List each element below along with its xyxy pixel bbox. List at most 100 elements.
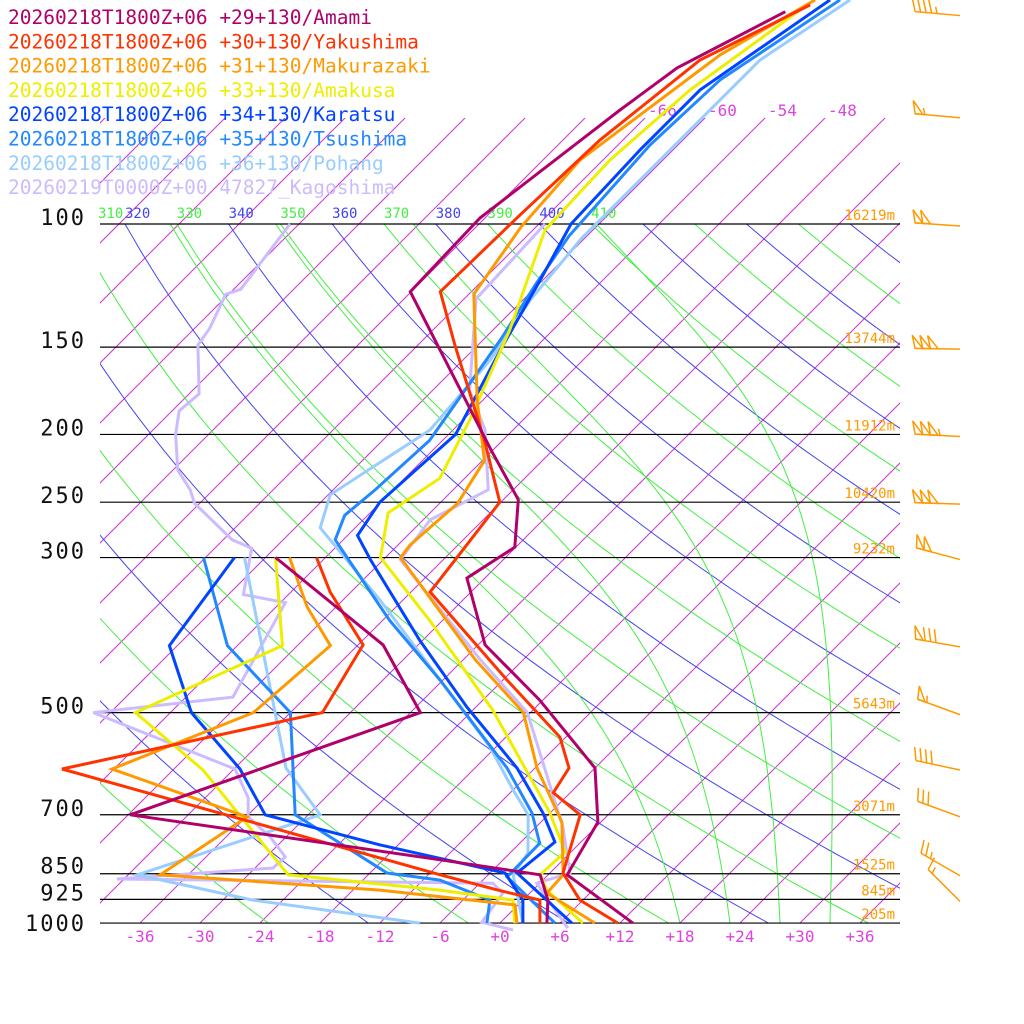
legend-entry-karatsu: 20260218T1800Z+06 +34+130/Karatsu <box>8 103 395 126</box>
temperature-line-pohang <box>318 0 851 924</box>
temperature-line-yakushima <box>428 3 811 925</box>
pressure-label: 500 <box>40 695 86 720</box>
theta-label: 380 <box>436 206 461 222</box>
wind-barb <box>916 787 961 818</box>
legend-entry-yakushima: 20260218T1800Z+06 +30+130/Yakushima <box>8 30 419 53</box>
isotherm-line <box>559 582 900 923</box>
temperature-tick-label: +36 <box>846 927 875 946</box>
theta-label: 390 <box>488 206 513 222</box>
temperature-line-tsushima <box>333 0 841 925</box>
wind-barbs <box>911 0 961 902</box>
pressure-label: 300 <box>40 540 86 565</box>
wind-barb-staff <box>927 869 961 902</box>
temperature-tick-label: +18 <box>666 927 695 946</box>
theta-label: 370 <box>384 206 409 222</box>
wind-barb-flag <box>927 421 940 437</box>
dry-adiabat-line <box>486 224 900 559</box>
height-label: 11912m <box>844 418 895 434</box>
theta-label: 400 <box>539 206 564 222</box>
isotherm-line <box>859 882 900 923</box>
wind-barb-full <box>933 629 937 643</box>
dewpoint-line-makurazaki <box>107 556 519 924</box>
isotherm-line <box>439 462 900 923</box>
legend-entry-tsushima: 20260218T1800Z+06 +35+130/Tsushima <box>8 128 407 151</box>
height-label: 5643m <box>853 697 895 713</box>
wind-barb <box>912 420 961 438</box>
wind-barb-flag <box>912 209 925 225</box>
temperature-line-kagoshima <box>398 222 572 930</box>
isotherm-line <box>379 402 900 923</box>
temperature-line-makurazaki <box>398 0 816 925</box>
wind-barb-flag <box>926 335 940 350</box>
temperature-tick-label: -36 <box>126 927 155 946</box>
dewpoint-line-amakusa <box>132 557 517 924</box>
height-label: 3071m <box>853 799 895 815</box>
wind-barb-flag <box>915 534 926 552</box>
wind-barb <box>912 209 961 227</box>
dry-adiabat-line <box>962 192 1024 923</box>
legend-entry-amami: 20260218T1800Z+06 +29+130/Amami <box>8 6 372 29</box>
wind-barb-flag <box>923 536 933 554</box>
pressure-label: 700 <box>40 797 86 822</box>
isotherm-top-label: -60 <box>708 101 737 120</box>
dry-adiabat-line <box>383 224 900 649</box>
wind-barb-full <box>930 750 933 765</box>
height-label: 9232m <box>853 542 895 558</box>
dry-adiabat-line <box>912 192 1024 923</box>
theta-label: 360 <box>332 206 357 222</box>
wind-barb <box>914 625 961 648</box>
wind-barb-half <box>937 428 941 436</box>
wind-barb-full <box>922 789 925 804</box>
dry-adiabat-line <box>1013 192 1024 923</box>
dry-adiabat-line <box>100 362 769 923</box>
temperature-tick-label: +30 <box>786 927 815 946</box>
isotherm-line <box>799 822 900 923</box>
wind-barb-full <box>919 748 923 762</box>
dry-adiabat-line <box>176 224 900 839</box>
isotherm-top-label: -48 <box>828 101 857 120</box>
wind-barb-full <box>928 0 933 14</box>
wind-barb-full <box>927 857 936 870</box>
wind-barb-flag <box>919 209 933 225</box>
temperature-line-amami <box>408 10 786 925</box>
pressure-label: 850 <box>40 855 86 880</box>
moist-adiabat-line <box>169 224 681 923</box>
wind-barb-full <box>917 0 922 13</box>
pressure-label: 250 <box>40 484 86 509</box>
temperature-tick-label: -6 <box>430 927 449 946</box>
wind-barb-flag <box>919 334 932 350</box>
wind-barb-flag <box>916 685 927 704</box>
wind-barb-half <box>931 867 936 874</box>
isotherm-top-label: -54 <box>768 101 797 120</box>
wind-barb <box>911 0 961 17</box>
theta-label: 310 <box>98 206 123 222</box>
dry-adiabat-line <box>100 700 369 923</box>
wind-barb <box>914 747 961 771</box>
wind-barb-flag <box>927 489 940 505</box>
dewpoint-line-pohang <box>131 557 421 925</box>
legend-entry-kagoshima: 20260219T0000Z+00 47827_Kagoshima <box>8 176 395 199</box>
height-label: 16219m <box>844 208 895 224</box>
dry-adiabat-line <box>435 224 900 604</box>
temperature-tick-label: +12 <box>606 927 635 946</box>
wind-barb-flag <box>911 334 925 350</box>
wind-barb-full <box>922 627 926 641</box>
wind-barb-staff <box>915 759 961 771</box>
temperature-tick-label: -12 <box>366 927 395 946</box>
wind-barb-half <box>934 6 938 14</box>
wind-barb-full <box>916 787 920 802</box>
isotherm-line <box>679 702 900 923</box>
temperature-tick-label: -18 <box>306 927 335 946</box>
temperature-line-amakusa <box>378 8 801 925</box>
dry-adiabat-line <box>331 224 900 695</box>
wind-barb-full <box>922 0 927 13</box>
legend-entry-amakusa: 20260218T1800Z+06 +33+130/Amakusa <box>8 79 395 102</box>
dry-adiabat-line <box>100 534 569 923</box>
temperature-tick-label: -30 <box>186 927 215 946</box>
pressure-label: 1000 <box>25 912 86 937</box>
theta-label: 320 <box>125 206 150 222</box>
wind-barb-full <box>928 628 932 642</box>
dewpoint-line-karatsu <box>167 556 525 924</box>
height-label: 205m <box>861 907 895 923</box>
